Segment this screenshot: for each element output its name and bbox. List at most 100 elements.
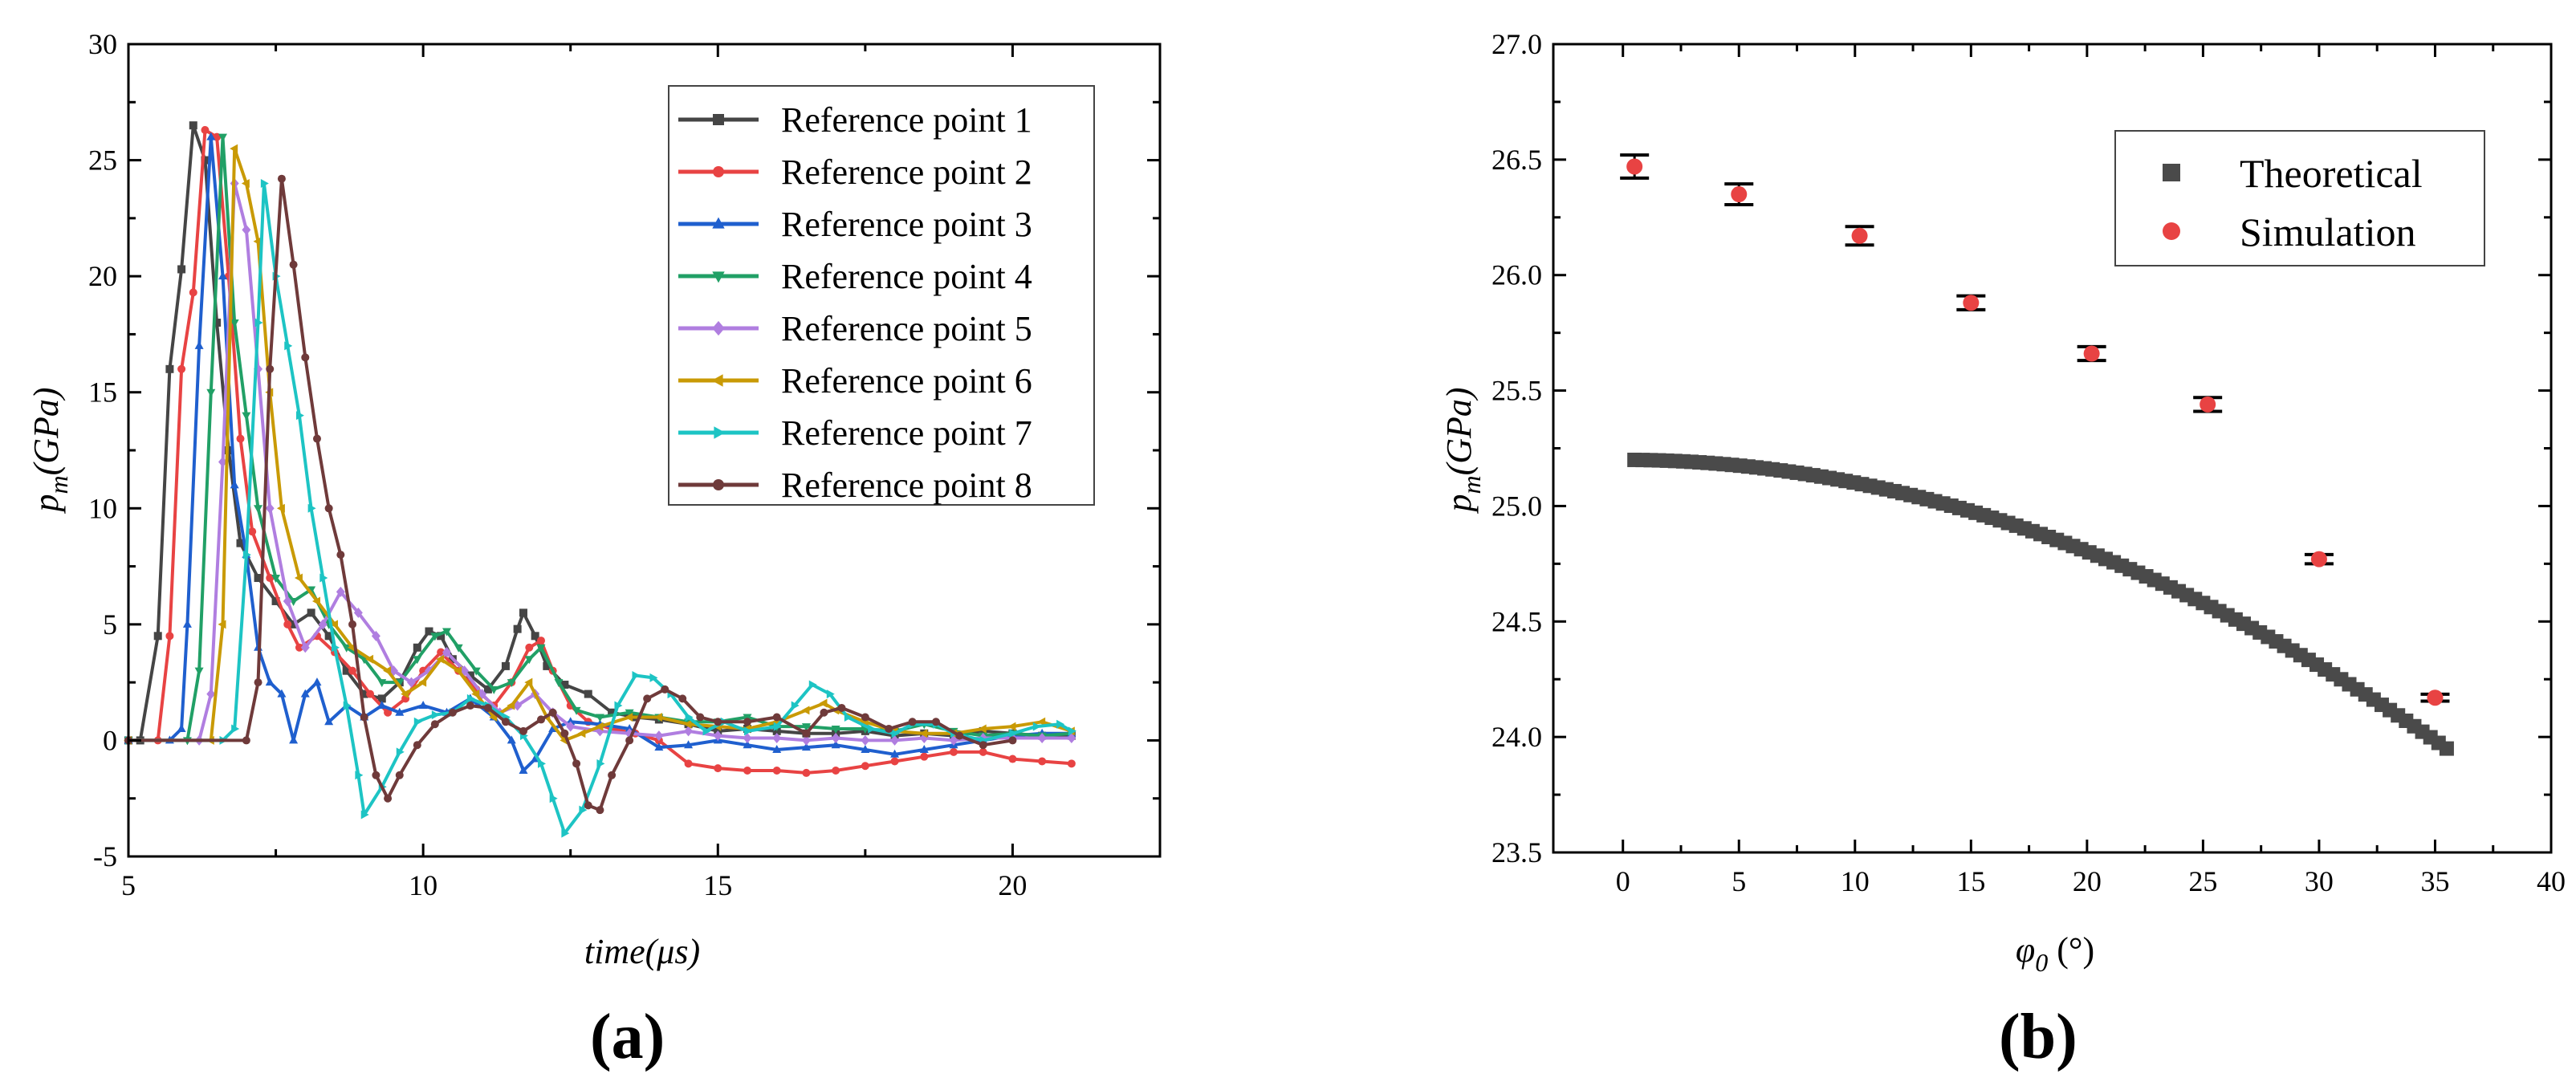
data-point [294, 573, 303, 583]
data-point [561, 828, 570, 838]
legend-marker [712, 217, 725, 229]
y-tick-label-a: -5 [93, 840, 117, 873]
data-point [831, 733, 840, 744]
data-point [466, 702, 474, 710]
data-point [418, 701, 428, 710]
y-tick-label-b: 26.0 [1491, 259, 1542, 291]
data-point [654, 742, 664, 751]
legend-marker-simulation [2163, 222, 2180, 240]
legend-label: Reference point 2 [781, 153, 1032, 192]
data-point [572, 706, 581, 715]
data-point [260, 178, 269, 188]
data-point [501, 661, 510, 670]
data-point [684, 759, 693, 768]
data-point [890, 749, 900, 758]
data-point [536, 644, 546, 653]
data-point [696, 713, 705, 722]
data-point [1032, 722, 1041, 731]
data-point [801, 742, 811, 751]
data-point [908, 718, 917, 726]
data-point [820, 708, 828, 717]
data-point [206, 388, 216, 397]
data-point [950, 747, 958, 756]
x-tick-label-b: 20 [2073, 865, 2102, 897]
data-point [437, 632, 446, 641]
data-point [837, 703, 846, 712]
data-point [312, 677, 322, 686]
data-point [307, 608, 315, 617]
y-tick-label-a: 5 [103, 608, 117, 641]
data-point [507, 679, 516, 688]
data-point [714, 764, 722, 773]
data-point [560, 681, 569, 689]
data-point [253, 237, 262, 246]
legend-marker [713, 114, 724, 125]
data-point [189, 121, 197, 130]
chart-b-ylabel-main: p [1439, 494, 1479, 515]
data-point [213, 318, 222, 327]
chart-a-legend: Reference point 1 Reference point 2 Refere… [668, 85, 1095, 506]
data-point [683, 719, 692, 729]
data-point [507, 735, 516, 744]
data-point [519, 766, 528, 775]
data-point [442, 628, 452, 637]
data-point [1038, 757, 1047, 766]
data-point [743, 740, 752, 749]
chart-a-xlabel: time(μs) [584, 932, 700, 971]
data-point [844, 713, 853, 722]
data-point [454, 644, 463, 653]
chart-a-ylabel-rest: (GPa) [26, 387, 66, 475]
data-point [218, 271, 227, 280]
data-point [743, 767, 751, 775]
data-point [365, 654, 374, 664]
data-point [466, 671, 474, 680]
y-tick-label-a: 25 [88, 144, 117, 177]
data-point [772, 744, 782, 753]
data-point [355, 771, 364, 780]
data-point [324, 632, 333, 641]
legend-label: Reference point 6 [781, 361, 1032, 401]
data-point [343, 701, 352, 710]
data-point [383, 666, 392, 676]
y-tick-label-a: 15 [88, 376, 117, 409]
data-point [324, 504, 333, 513]
data-point [579, 805, 588, 815]
data-point [595, 714, 604, 722]
data-point [360, 810, 369, 820]
simulation-point [2427, 689, 2444, 706]
data-point [348, 666, 357, 675]
y-tick-label-b: 25.5 [1491, 375, 1542, 407]
data-point [194, 340, 204, 349]
data-point [336, 586, 345, 597]
data-point [861, 744, 870, 753]
data-point [868, 724, 877, 734]
simulation-point [2310, 551, 2327, 567]
data-point [625, 713, 633, 722]
data-point [584, 801, 592, 810]
data-point [319, 573, 328, 583]
simulation-point [1963, 295, 1980, 311]
data-point [295, 643, 303, 652]
data-point [342, 644, 352, 653]
data-point [241, 178, 250, 188]
x-tick-label-b: 30 [2305, 865, 2334, 897]
data-point [194, 667, 204, 676]
data-point [596, 806, 604, 815]
data-point [891, 729, 900, 738]
y-tick-label-b: 23.5 [1491, 836, 1542, 868]
data-point [271, 575, 281, 584]
data-point [236, 539, 245, 547]
data-point [632, 670, 641, 680]
data-point [802, 768, 811, 777]
chart-b-ylabel: pm(GPa) [1439, 387, 1486, 514]
legend-marker-theoretical [2163, 164, 2180, 181]
data-point [242, 412, 251, 421]
series-simulation [1620, 153, 2450, 706]
data-point [802, 729, 811, 738]
data-point [289, 620, 298, 628]
x-tick-label-b: 5 [1732, 865, 1746, 897]
data-point [955, 731, 964, 740]
data-point [471, 667, 481, 676]
data-point [513, 624, 522, 633]
data-point [577, 729, 586, 738]
